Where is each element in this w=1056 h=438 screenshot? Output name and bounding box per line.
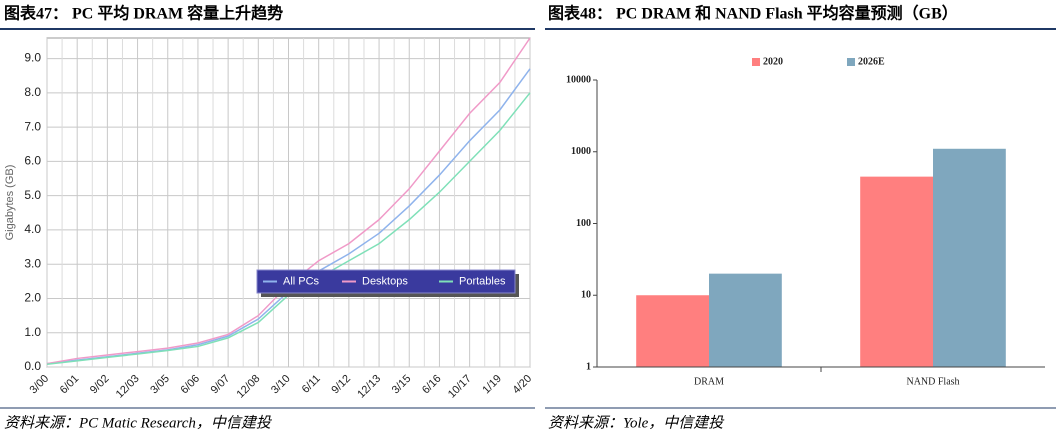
- x-tick-label: NAND Flash: [906, 376, 959, 387]
- y-tick-label: 3.0: [24, 256, 41, 270]
- y-tick-label: 1: [586, 361, 591, 372]
- y-tick-label: 5.0: [24, 188, 41, 202]
- y-tick-label: 4.0: [24, 222, 41, 236]
- legend-label: All PCs: [283, 275, 320, 287]
- legend-swatch: [847, 58, 855, 66]
- y-tick-label: 10000: [566, 74, 591, 85]
- y-tick-label: 2.0: [24, 291, 41, 305]
- chart-title: 图表48： PC DRAM 和 NAND Flash 平均容量预测（GB）: [548, 4, 958, 23]
- y-tick-label: 7.0: [24, 119, 41, 133]
- legend-label: 2026E: [858, 56, 885, 67]
- y-tick-label: 8.0: [24, 85, 41, 99]
- source: 资料来源：PC Matic Research，中信建投: [4, 414, 273, 431]
- y-tick-label: 6.0: [24, 154, 41, 168]
- y-tick-label: 10: [581, 290, 591, 301]
- legend-box: [256, 269, 516, 294]
- bar: [933, 148, 1006, 367]
- legend-label: 2020: [763, 56, 783, 67]
- legend-label: Portables: [459, 275, 506, 287]
- y-axis-label: Gigabytes (GB): [4, 165, 16, 241]
- y-tick-label: 100: [576, 218, 591, 229]
- chart-title: 图表47： PC 平均 DRAM 容量上升趋势: [4, 4, 283, 23]
- legend-label: Desktops: [362, 275, 408, 287]
- bar: [860, 176, 933, 367]
- legend-swatch: [752, 58, 760, 66]
- y-tick-label: 1000: [571, 146, 591, 157]
- y-tick-label: 1.0: [24, 325, 41, 339]
- source: 资料来源：Yole，中信建投: [548, 414, 725, 431]
- y-tick-label: 0.0: [24, 359, 41, 373]
- bar: [709, 273, 782, 367]
- x-tick-label: DRAM: [694, 376, 724, 387]
- bar: [636, 295, 709, 367]
- y-tick-label: 9.0: [24, 51, 41, 65]
